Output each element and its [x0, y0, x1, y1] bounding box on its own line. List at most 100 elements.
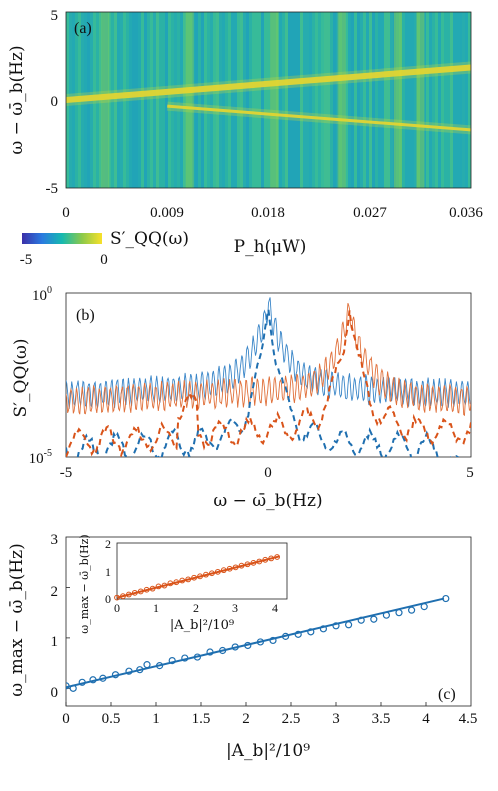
inset-data-point [250, 559, 257, 566]
heatmap-column [171, 12, 174, 188]
a-ylabel: ω − ω̄_b(Hz) [7, 45, 27, 154]
a-ytick-top: 5 [51, 8, 59, 24]
heatmap-column [207, 12, 210, 188]
heatmap-column [441, 12, 444, 188]
heatmap-column [336, 12, 339, 188]
heatmap-column [411, 12, 414, 188]
heatmap-column [414, 12, 417, 188]
inset-data-point [167, 580, 174, 587]
heatmap-column [462, 12, 465, 188]
heatmap-ridge-glow-lower [166, 101, 471, 135]
c-data-point [269, 636, 277, 645]
c-inset: 2 1 0 0 1 2 3 4 |A_b|²/10⁹ ω_max − ω̄_b(… [78, 534, 288, 634]
inset-xtick-3: 3 [232, 601, 238, 615]
heatmap-column [426, 12, 429, 188]
spectrum-dashed-blue [66, 309, 460, 457]
inset-ylabel: ω_max − ω̄_b(Hz) [78, 534, 91, 633]
colorbar [22, 233, 102, 244]
c-data-point [357, 616, 365, 624]
heatmap-ridge-glow-upper [66, 61, 471, 106]
c-ytick-1: 1 [51, 634, 59, 650]
heatmap-column [267, 12, 270, 188]
heatmap-column [180, 12, 183, 188]
heatmap-column [306, 12, 309, 188]
b-ytick-bottom: 10-5 [29, 448, 52, 467]
heatmap-bright-column [416, 12, 425, 188]
a-xtick-2: 0.018 [251, 205, 285, 221]
c-xtick-3: 1.5 [192, 711, 211, 727]
heatmap-column [258, 12, 261, 188]
c-ytick-3: 3 [51, 532, 59, 548]
c-xtick-8: 4 [422, 711, 430, 727]
heatmap-ridges [66, 61, 471, 135]
c-data-point [395, 609, 403, 617]
inset-ytick-1: 1 [105, 565, 111, 579]
inset-data-point [120, 593, 126, 600]
b-ylabel: S′_QQ(ω) [11, 338, 31, 417]
inset-data-point [155, 583, 162, 590]
panel-a: (a) 5 0 -5 ω − ω̄_b(Hz) 0 0.009 0.018 0.… [7, 8, 483, 268]
c-data-point [66, 682, 70, 690]
inset-xtick-2: 2 [193, 601, 199, 615]
c-data-point [307, 628, 315, 636]
heatmap-column [294, 12, 297, 188]
c-data-point [332, 622, 340, 630]
heatmap-column [459, 12, 462, 188]
heatmap-ridge-lower [167, 104, 471, 132]
inset-data-point [191, 574, 197, 581]
heatmap-bright-column [101, 12, 110, 188]
heatmap-bright-column [270, 12, 279, 188]
c-data-point [136, 666, 144, 674]
heatmap-column [468, 12, 471, 188]
heatmap-column [360, 12, 363, 188]
heatmap-column [138, 12, 141, 188]
heatmap-column [345, 12, 348, 188]
c-data-point [111, 671, 120, 679]
heatmap-column [348, 12, 351, 188]
inset-data-point [232, 564, 239, 571]
inset-xtick-1: 1 [153, 601, 159, 615]
spectrum-lines [66, 297, 471, 457]
c-data-point [78, 678, 86, 686]
heatmap-column [369, 12, 372, 188]
heatmap-column [183, 12, 186, 188]
a-xtick-0: 0 [62, 205, 70, 221]
inset-data-point [197, 573, 203, 580]
c-tick-marks [65, 587, 427, 706]
heatmap-column [222, 12, 225, 188]
c-data-point [125, 667, 133, 675]
inset-data-point [256, 558, 263, 565]
heatmap-column [354, 12, 357, 188]
heatmap-column [387, 12, 390, 188]
heatmap-column [144, 12, 147, 188]
c-ytick-2: 2 [51, 584, 59, 600]
heatmap-column [324, 12, 327, 188]
heatmap-bright-column [337, 12, 346, 188]
c-data-point [244, 641, 252, 650]
inset-ytick-2: 2 [105, 537, 111, 551]
c-data-point [193, 653, 201, 661]
heatmap-column [279, 12, 282, 188]
b-xtick-0: -5 [60, 465, 73, 481]
heatmap-column [237, 12, 240, 188]
heatmap-column [147, 12, 150, 188]
c-data-point [181, 654, 189, 662]
heatmap-column [378, 12, 381, 188]
c-data-point [420, 603, 428, 611]
heatmap-column [135, 12, 138, 188]
inset-data-point [208, 570, 215, 577]
c-xtick-9: 4.5 [459, 711, 478, 727]
heatmap-column [159, 12, 162, 188]
b-ytick-top: 100 [32, 285, 52, 304]
heatmap-column [156, 12, 159, 188]
heatmap-column [198, 12, 201, 188]
heatmap-column [210, 12, 213, 188]
heatmap-column [216, 12, 219, 188]
heatmap-column [204, 12, 207, 188]
heatmap-bright-column [393, 12, 402, 188]
panel-b-label: (b) [76, 307, 95, 324]
heatmap-column [165, 12, 168, 188]
inset-ytick-0: 0 [105, 592, 111, 606]
heatmap-column [453, 12, 456, 188]
inset-data-point [179, 577, 186, 584]
